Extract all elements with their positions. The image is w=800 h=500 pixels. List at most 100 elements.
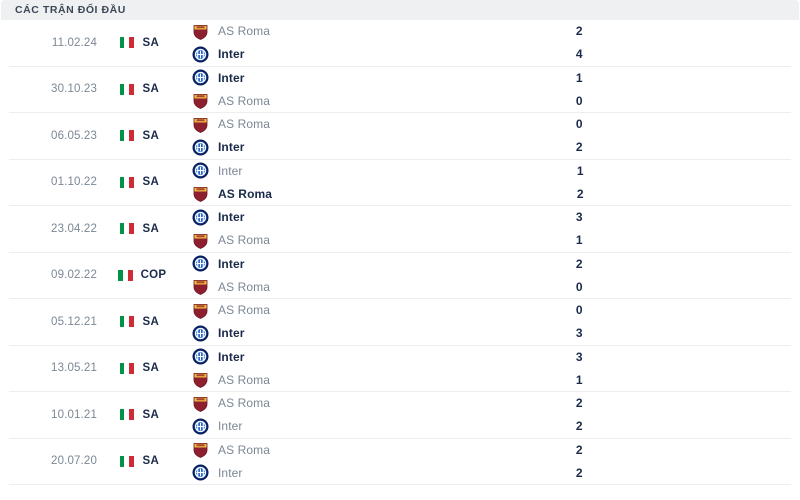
match-row[interactable]: 23.04.22 SA Inter AS Roma 3 1 xyxy=(9,206,791,253)
match-date: 11.02.24 xyxy=(51,36,97,49)
team-home[interactable]: Inter xyxy=(192,255,471,272)
league-cell[interactable]: SA xyxy=(100,299,184,345)
team-name: AS Roma xyxy=(218,117,271,132)
row-spacer xyxy=(591,253,791,299)
score-home: 3 xyxy=(575,210,583,225)
match-row[interactable]: 05.12.21 SA AS Roma Inter 0 3 xyxy=(9,299,791,346)
team-home[interactable]: AS Roma xyxy=(192,395,471,412)
match-row[interactable]: 09.02.22 COP Inter AS Roma 2 0 xyxy=(9,252,791,299)
match-row[interactable]: 01.10.22 SA Inter AS Roma 1 2 xyxy=(9,159,791,206)
league-code: SA xyxy=(142,36,160,49)
team-name: AS Roma xyxy=(218,24,271,39)
team-away[interactable]: AS Roma xyxy=(192,371,471,389)
row-spacer xyxy=(591,439,791,485)
team-away[interactable]: Inter xyxy=(192,139,471,156)
italy-flag-icon xyxy=(117,269,133,281)
team-away[interactable]: Inter xyxy=(192,418,471,435)
match-date: 30.10.23 xyxy=(51,83,97,96)
league-cell[interactable]: SA xyxy=(100,206,184,252)
match-date-cell: 01.10.22 xyxy=(9,160,100,206)
score-away: 0 xyxy=(575,93,583,108)
inter-milan-crest-icon xyxy=(192,69,209,86)
match-date-cell: 13.05.21 xyxy=(9,346,100,392)
team-home[interactable]: Inter xyxy=(192,69,471,86)
team-away[interactable]: AS Roma xyxy=(192,186,472,203)
teams-cell: Inter AS Roma xyxy=(184,346,471,392)
team-home[interactable]: Inter xyxy=(192,162,472,179)
team-away[interactable]: Inter xyxy=(192,46,471,63)
team-home[interactable]: AS Roma xyxy=(192,442,471,459)
match-row[interactable]: 20.07.20 SA AS Roma Inter 2 2 xyxy=(9,438,791,485)
as-roma-crest-icon xyxy=(192,23,209,40)
row-spacer xyxy=(591,67,791,113)
league-cell[interactable]: SA xyxy=(100,20,184,66)
match-date-cell: 10.01.21 xyxy=(9,392,100,438)
italy-flag-icon xyxy=(119,176,135,188)
panel-header: CÁC TRẬN ĐỐI ĐẦU xyxy=(1,0,799,20)
team-home[interactable]: AS Roma xyxy=(192,23,471,40)
score-away: 2 xyxy=(575,419,583,434)
team-away[interactable]: Inter xyxy=(192,464,471,481)
inter-milan-crest-icon xyxy=(192,255,209,272)
match-date-cell: 11.02.24 xyxy=(9,20,100,66)
team-name: AS Roma xyxy=(218,442,271,457)
match-row[interactable]: 06.05.23 SA AS Roma Inter 0 2 xyxy=(9,113,791,160)
teams-cell: AS Roma Inter xyxy=(184,392,471,438)
teams-cell: Inter AS Roma xyxy=(184,160,472,206)
team-name: Inter xyxy=(218,256,245,271)
match-row[interactable]: 11.02.24 SA AS Roma Inter 2 4 xyxy=(9,20,791,67)
league-cell[interactable]: SA xyxy=(100,113,184,159)
league-cell[interactable]: SA xyxy=(100,346,184,392)
team-name: AS Roma xyxy=(218,186,273,201)
team-home[interactable]: Inter xyxy=(192,348,471,365)
team-home[interactable]: Inter xyxy=(192,209,471,226)
row-spacer xyxy=(591,346,791,392)
team-away[interactable]: Inter xyxy=(192,325,471,342)
score-away: 4 xyxy=(575,47,583,62)
italy-flag-icon xyxy=(119,83,135,95)
match-row[interactable]: 13.05.21 SA Inter AS Roma 3 1 xyxy=(9,345,791,392)
italy-flag-icon xyxy=(119,37,135,49)
match-date-cell: 23.04.22 xyxy=(9,206,100,252)
teams-cell: AS Roma Inter xyxy=(184,113,471,159)
row-spacer xyxy=(591,392,791,438)
match-date: 01.10.22 xyxy=(51,176,97,189)
team-away[interactable]: AS Roma xyxy=(192,232,471,249)
match-row[interactable]: 30.10.23 SA Inter AS Roma 1 0 xyxy=(9,66,791,113)
team-away[interactable]: AS Roma xyxy=(192,279,471,296)
team-home[interactable]: AS Roma xyxy=(192,116,471,133)
team-name: AS Roma xyxy=(218,396,271,411)
row-spacer xyxy=(592,160,791,206)
league-cell[interactable]: SA xyxy=(100,392,184,438)
score-home: 0 xyxy=(575,303,583,318)
team-away[interactable]: AS Roma xyxy=(192,93,471,110)
match-row[interactable]: 10.01.21 SA AS Roma Inter 2 2 xyxy=(9,392,791,439)
league-cell[interactable]: SA xyxy=(100,160,184,206)
league-cell[interactable]: COP xyxy=(100,253,184,299)
inter-milan-crest-icon xyxy=(192,46,209,63)
score-home: 2 xyxy=(575,256,583,271)
league-code: SA xyxy=(142,176,160,189)
page-title: CÁC TRẬN ĐỐI ĐẦU xyxy=(15,4,126,16)
score-home: 2 xyxy=(575,396,583,411)
teams-cell: AS Roma Inter xyxy=(184,20,471,66)
team-name: AS Roma xyxy=(218,233,271,248)
as-roma-crest-icon xyxy=(192,371,209,389)
league-cell[interactable]: SA xyxy=(100,67,184,113)
score-home: 3 xyxy=(575,349,583,364)
italy-flag-icon xyxy=(119,223,135,235)
score-away: 3 xyxy=(575,326,583,341)
league-cell[interactable]: SA xyxy=(100,439,184,485)
row-spacer xyxy=(591,206,791,252)
team-home[interactable]: AS Roma xyxy=(192,302,471,319)
row-spacer xyxy=(591,299,791,345)
